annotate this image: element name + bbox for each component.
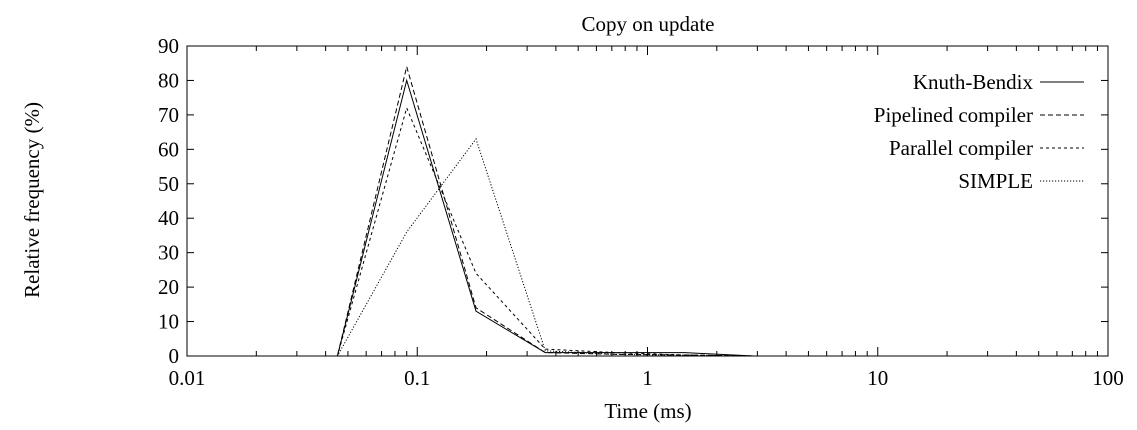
- x-tick-label: 0.01: [169, 366, 206, 390]
- legend-label: SIMPLE: [958, 169, 1033, 193]
- y-axis-label: Relative frequency (%): [20, 102, 44, 298]
- y-tick-label: 10: [158, 310, 179, 334]
- y-tick-label: 70: [158, 103, 179, 127]
- y-tick-label: 20: [158, 275, 179, 299]
- y-tick-label: 40: [158, 206, 179, 230]
- series-line-parallel-compiler: [187, 106, 1108, 357]
- y-tick-label: 0: [169, 344, 180, 368]
- x-axis-label: Time (ms): [604, 399, 691, 423]
- x-tick-label: 1: [642, 366, 653, 390]
- y-tick-label: 60: [158, 137, 179, 161]
- y-tick-label: 80: [158, 68, 179, 92]
- x-tick-label: 100: [1092, 366, 1124, 390]
- legend-label: Pipelined compiler: [874, 103, 1033, 127]
- series-line-pipelined-compiler: [187, 64, 1108, 357]
- y-tick-label: 90: [158, 34, 179, 58]
- legend-label: Parallel compiler: [889, 136, 1033, 160]
- legend-label: Knuth-Bendix: [913, 70, 1034, 94]
- y-tick-label: 50: [158, 172, 179, 196]
- series-line-simple: [187, 137, 1108, 357]
- x-tick-label: 0.1: [404, 366, 430, 390]
- series-line-knuth-bendix: [187, 78, 1108, 357]
- chart-title: Copy on update: [582, 12, 715, 36]
- y-tick-label: 30: [158, 241, 179, 265]
- x-tick-label: 10: [867, 366, 888, 390]
